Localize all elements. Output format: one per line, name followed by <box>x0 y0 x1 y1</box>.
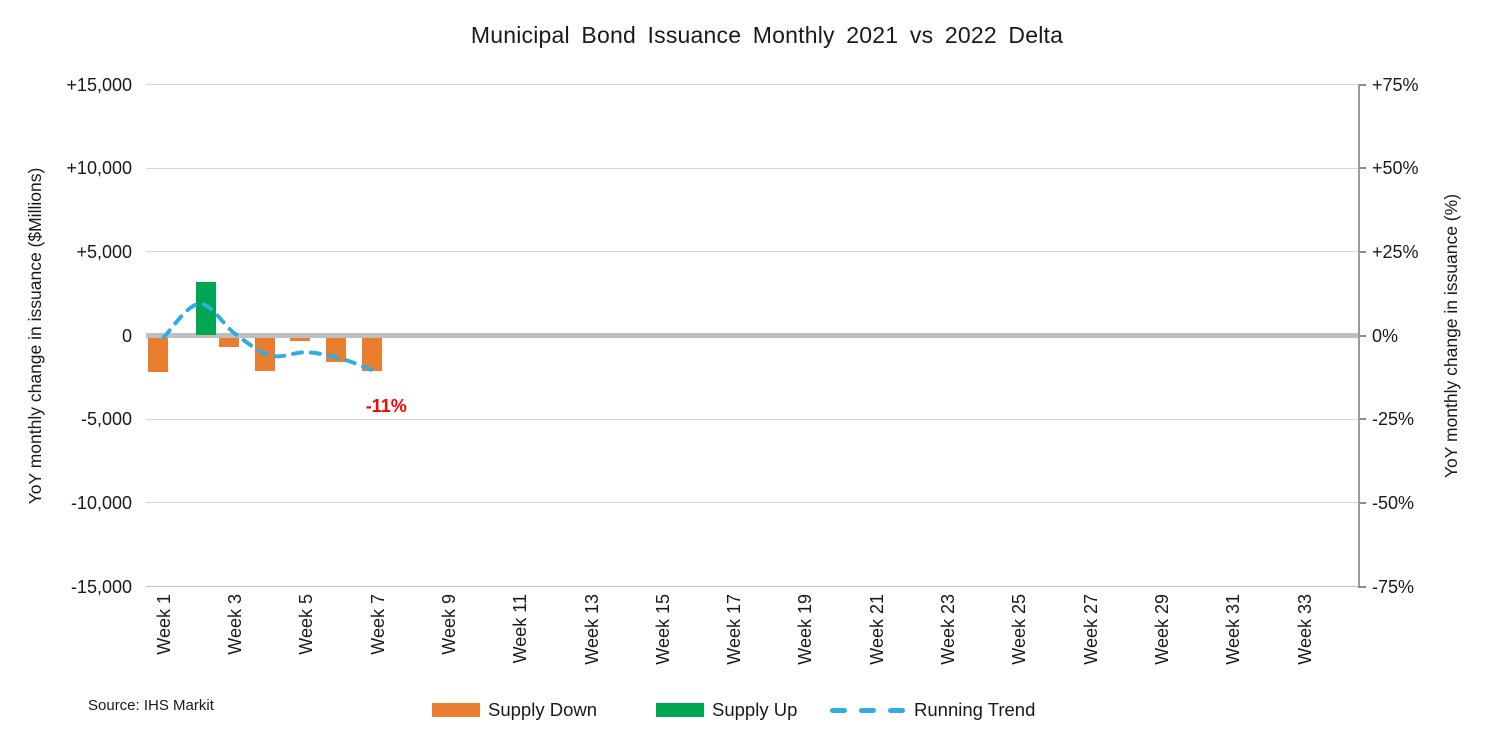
x-axis-tick-label: Week 17 <box>724 594 745 665</box>
bar-week-7-supply-down <box>361 335 382 371</box>
running-trend-swatch <box>830 707 905 713</box>
legend-label-supply-up: Supply Up <box>712 699 798 720</box>
legend-label-running-trend: Running Trend <box>914 699 1036 720</box>
right-axis-tick-label: +25% <box>1372 241 1419 262</box>
right-axis-tick <box>1358 334 1366 337</box>
right-axis-tick-label: +75% <box>1372 74 1419 95</box>
x-axis-tick-label: Week 27 <box>1080 594 1101 665</box>
x-axis-tick-label: Week 5 <box>296 594 317 655</box>
supply-down-swatch <box>432 703 480 717</box>
x-axis-tick-label: Week 29 <box>1151 594 1172 665</box>
left-axis-tick-label: +15,000 <box>66 74 132 95</box>
right-axis-tick <box>1358 250 1366 253</box>
left-axis-tick-label: +5,000 <box>76 241 132 262</box>
right-axis-tick-label: -50% <box>1372 492 1415 513</box>
right-axis-line <box>1357 84 1360 586</box>
x-axis-tick-label: Week 21 <box>866 594 887 665</box>
left-axis-tick-label: -10,000 <box>70 492 132 513</box>
chart-title: Municipal Bond Issuance Monthly 2021 vs … <box>470 22 1064 48</box>
bar-week-6-supply-down <box>326 335 347 363</box>
right-axis-tick-label: -25% <box>1372 409 1415 430</box>
right-axis-tick-label: 0% <box>1372 325 1399 346</box>
right-axis-tick <box>1358 418 1366 421</box>
gridline <box>146 418 1358 420</box>
right-axis-tick <box>1358 585 1366 588</box>
left-axis-tick-label: 0 <box>121 325 132 346</box>
right-axis-tick-label: -75% <box>1372 576 1415 597</box>
gridline <box>146 586 1358 587</box>
zero-baseline <box>146 333 1358 338</box>
x-axis-tick-label: Week 19 <box>795 594 816 665</box>
gridline <box>146 251 1358 253</box>
x-axis-tick-label: Week 31 <box>1223 594 1244 665</box>
gridline <box>146 167 1358 169</box>
legend-item-supply-up: Supply Up <box>656 699 797 721</box>
left-axis-tick-label: -5,000 <box>80 409 132 430</box>
legend-label-supply-down: Supply Down <box>488 699 598 720</box>
right-axis-tick <box>1358 167 1366 170</box>
x-axis-tick-label: Week 23 <box>938 594 959 665</box>
supply-up-swatch <box>656 703 704 717</box>
gridline <box>146 84 1358 85</box>
x-axis-tick-label: Week 11 <box>510 594 531 664</box>
trend-annotation: -11% <box>365 395 407 416</box>
right-axis-tick-label: +50% <box>1372 158 1419 179</box>
left-axis-tick-label: -15,000 <box>70 576 132 597</box>
x-axis-tick-label: Week 1 <box>153 594 174 655</box>
x-axis-tick-label: Week 15 <box>652 594 673 665</box>
right-axis-tick <box>1358 501 1366 504</box>
left-axis-tick-label: +10,000 <box>66 158 132 179</box>
x-axis-tick-label: Week 7 <box>367 594 388 655</box>
x-axis-tick-label: Week 13 <box>581 594 602 665</box>
legend-item-supply-down: Supply Down <box>432 699 597 721</box>
right-axis-tick <box>1358 83 1366 86</box>
source-note: Source: IHS Markit <box>88 697 214 714</box>
x-axis-tick-label: Week 3 <box>225 594 246 655</box>
x-axis-tick-label: Week 9 <box>439 594 459 655</box>
bar-week-4-supply-down <box>254 335 275 371</box>
gridline <box>146 502 1358 504</box>
bar-week-1-supply-down <box>147 335 168 373</box>
legend-item-running-trend: Running Trend <box>830 699 1035 721</box>
x-axis-tick-label: Week 33 <box>1294 594 1315 665</box>
x-axis-tick-label: Week 25 <box>1009 594 1030 665</box>
bar-week-2-supply-up <box>196 281 217 336</box>
